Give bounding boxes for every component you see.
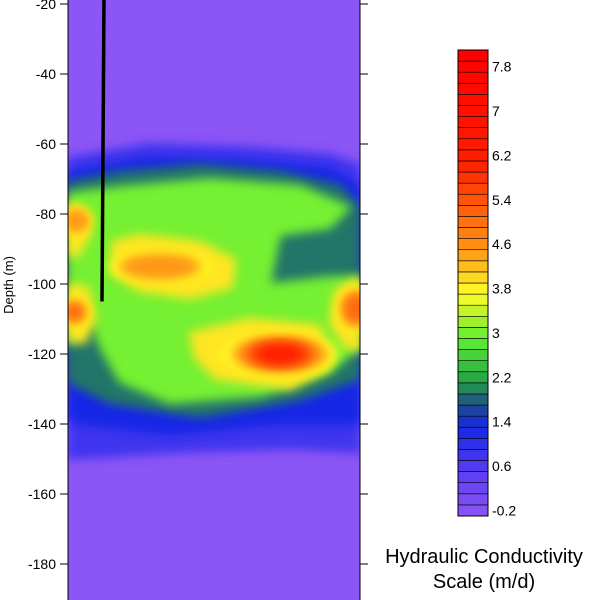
y-tick-label: -180: [28, 556, 56, 572]
colorbar-segment: [457, 105, 489, 117]
colorbar: 7.8 7 6.2 5.4 4.6 3.8 3 2.2 1.4 0.6 -0.2: [457, 49, 516, 519]
colorbar-label: 7: [492, 103, 500, 119]
colorbar-label: 3: [492, 325, 500, 341]
contour-field: [68, 143, 360, 460]
hotspot-upper-band-left: [68, 207, 92, 235]
colorbar-segment: [457, 227, 489, 239]
colorbar-segment: [457, 360, 489, 373]
y-tick-label: -140: [28, 416, 56, 432]
colorbar-segment: [457, 94, 489, 106]
y-tick-label: -40: [36, 66, 56, 82]
colorbar-label: 5.4: [492, 192, 512, 208]
colorbar-segment: [457, 216, 489, 228]
hotspot-mid-left-edge: [68, 299, 89, 325]
borehole-line: [100, 0, 106, 302]
y-tick-label: -100: [28, 276, 56, 292]
colorbar-segment: [457, 438, 489, 450]
colorbar-segment: [457, 349, 489, 361]
colorbar-segment: [457, 260, 489, 273]
colorbar-segment: [457, 482, 489, 495]
colorbar-segment: [457, 426, 489, 439]
y-tick-label: -60: [36, 136, 56, 152]
colorbar-segment: [457, 304, 489, 317]
colorbar-label: 3.8: [492, 281, 512, 297]
colorbar-segment: [457, 160, 489, 173]
colorbar-segment: [457, 493, 489, 506]
colorbar-segment: [457, 171, 489, 184]
colorbar-segment: [457, 127, 489, 140]
colorbar-segment: [457, 271, 489, 284]
hotspot-level: [68, 303, 84, 321]
colorbar-segment: [457, 182, 489, 195]
y-tick-label: -120: [28, 346, 56, 362]
colorbar-label: -0.2: [492, 503, 516, 519]
colorbar-label: 1.4: [492, 414, 512, 430]
colorbar-title-line1: Hydraulic Conductivity: [385, 546, 583, 568]
hotspot-level: [68, 210, 88, 232]
hotspot-level: [344, 294, 360, 323]
colorbar-segment: [457, 382, 489, 395]
colorbar-segment: [457, 282, 489, 295]
borehole: [100, 0, 106, 302]
colorbar-segment: [457, 238, 489, 251]
colorbar-segment: [457, 49, 489, 62]
colorbar-label: 4.6: [492, 236, 512, 252]
hotspot-level: [258, 345, 302, 363]
hotspot-level: [122, 255, 198, 278]
colorbar-label: 0.6: [492, 458, 512, 474]
colorbar-segment: [457, 315, 489, 328]
y-tick-label: -20: [36, 0, 56, 12]
colorbar-segment: [457, 504, 489, 517]
hotspot-lower-core: [222, 332, 338, 376]
colorbar-label: 7.8: [492, 59, 512, 75]
y-tick-label: -160: [28, 486, 56, 502]
y-tick-label: -80: [36, 206, 56, 222]
colorbar-segment: [457, 327, 489, 339]
colorbar-segment: [457, 60, 489, 73]
colorbar-segment: [457, 471, 489, 484]
hotspot-right-edge: [338, 286, 360, 331]
colorbar-segment: [457, 415, 489, 428]
colorbar-segment: [457, 404, 489, 417]
colorbar-segment: [457, 138, 489, 151]
colorbar-label: 6.2: [492, 147, 512, 163]
colorbar-segment: [457, 149, 489, 162]
colorbar-segment: [457, 293, 489, 306]
colorbar-title-line2: Scale (m/d): [433, 571, 535, 593]
colorbar-segment: [457, 193, 489, 206]
colorbar-label: 2.2: [492, 369, 512, 385]
colorbar-segment: [457, 71, 489, 84]
y-axis: -20 -40 -60 -80 -100 -120 -140 -160 -180: [28, 0, 368, 572]
colorbar-segment: [457, 371, 489, 384]
colorbar-segment: [457, 338, 489, 350]
colorbar-segment: [457, 82, 489, 95]
colorbar-segment: [457, 116, 489, 128]
plot-area: [67, 0, 361, 600]
colorbar-frame: [457, 49, 489, 517]
colorbar-segment: [457, 249, 489, 262]
colorbar-segment: [457, 393, 489, 406]
y-axis-label: Depth (m): [1, 256, 16, 314]
colorbar-segment: [457, 449, 489, 461]
hotspot-middle-band: [110, 251, 210, 282]
colorbar-segment: [457, 460, 489, 472]
colorbar-segment: [457, 205, 489, 217]
plot-frame: [67, 0, 361, 600]
